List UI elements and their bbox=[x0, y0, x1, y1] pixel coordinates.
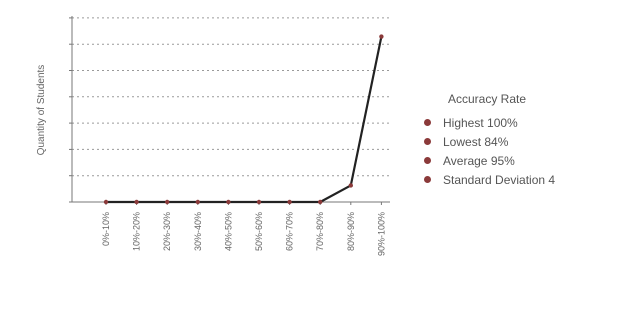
x-tick-label: 40%-50% bbox=[223, 212, 233, 251]
legend-item: Highest 100% bbox=[420, 113, 625, 132]
legend-marker-icon bbox=[424, 157, 431, 164]
x-tick-label: 50%-60% bbox=[254, 212, 264, 251]
grid-lines bbox=[69, 17, 390, 203]
legend-marker-icon bbox=[424, 138, 431, 145]
data-point bbox=[103, 199, 109, 205]
data-point bbox=[134, 199, 139, 205]
data-point bbox=[379, 34, 384, 39]
legend-item: Standard Deviation 4 bbox=[420, 170, 625, 189]
y-axis-label: Quantity of Students bbox=[36, 65, 47, 156]
x-tick-label: 20%-30% bbox=[162, 212, 172, 251]
x-tick-label: 60%-70% bbox=[285, 212, 295, 251]
legend-title: Accuracy Rate bbox=[448, 92, 527, 106]
data-point bbox=[287, 199, 292, 205]
x-tick-label: 0%-10% bbox=[101, 212, 111, 246]
data-point bbox=[318, 199, 323, 205]
series bbox=[103, 34, 384, 205]
data-point bbox=[256, 199, 262, 205]
legend-item: Lowest 84% bbox=[420, 132, 625, 151]
legend-item-label: Average 95% bbox=[443, 153, 515, 168]
legend-item: Average 95% bbox=[420, 151, 625, 170]
legend-marker-icon bbox=[424, 119, 431, 126]
data-point bbox=[195, 199, 200, 205]
data-point bbox=[165, 199, 170, 205]
x-tick-label: 80%-90% bbox=[346, 212, 356, 251]
x-tick-label: 90%-100% bbox=[376, 212, 386, 256]
legend: Accuracy Rate Highest 100% Lowest 84% Aver… bbox=[420, 92, 625, 189]
data-point bbox=[348, 183, 353, 188]
x-tick-label: 10%-20% bbox=[132, 212, 142, 251]
legend-items: Highest 100% Lowest 84% Average 95% Standar… bbox=[420, 113, 625, 189]
x-tick-label: 30%-40% bbox=[193, 212, 203, 251]
legend-item-label: Highest 100% bbox=[443, 115, 518, 130]
data-point bbox=[226, 199, 231, 205]
x-tick-label: 70%-80% bbox=[315, 212, 325, 251]
series-line bbox=[106, 36, 383, 204]
legend-marker-icon bbox=[424, 176, 431, 183]
legend-item-label: Standard Deviation 4 bbox=[443, 172, 556, 187]
legend-item-label: Lowest 84% bbox=[443, 134, 509, 149]
x-tick-labels: 0%-10% 10%-20% 20%-30% 30%-40% 40%-50% 50%-60… bbox=[101, 202, 386, 256]
